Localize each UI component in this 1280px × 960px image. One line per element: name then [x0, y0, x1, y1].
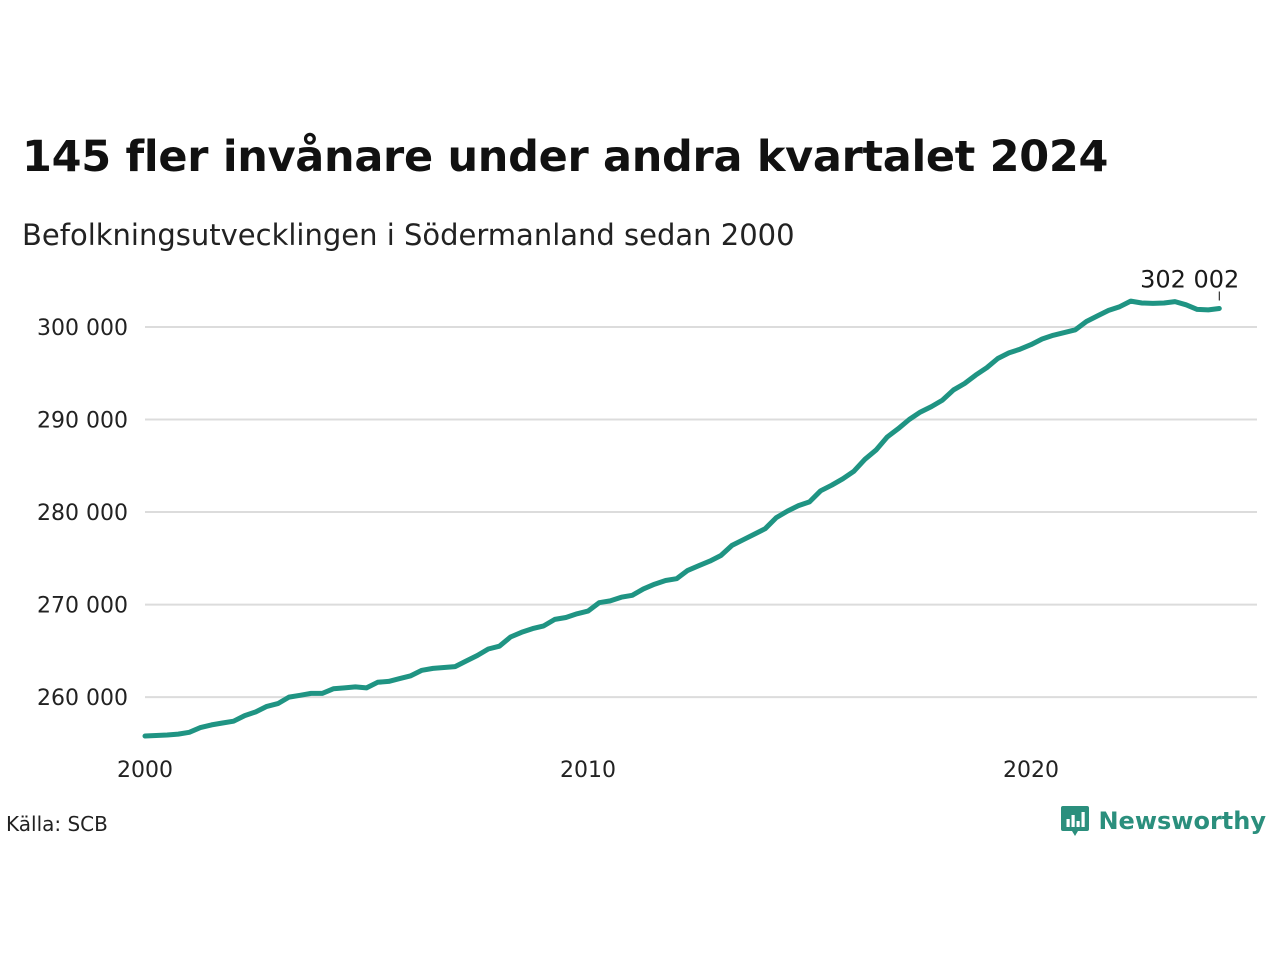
y-axis-labels: 260 000 270 000 280 000 290 000 300 000 — [37, 316, 128, 711]
brand-logo[interactable]: Newsworthy — [1060, 804, 1266, 838]
x-tick-label: 2020 — [1003, 758, 1059, 783]
end-annotation: 302 002 — [1140, 265, 1239, 301]
source-note: Källa: SCB — [6, 812, 108, 836]
y-tick-label: 260 000 — [37, 686, 128, 711]
chart-subtitle: Befolkningsutvecklingen i Södermanland s… — [22, 218, 795, 252]
series-layer — [142, 298, 1222, 739]
y-tick-label: 280 000 — [37, 501, 128, 526]
y-tick-label: 290 000 — [37, 409, 128, 434]
brand-name: Newsworthy — [1098, 807, 1266, 835]
newsworthy-icon — [1061, 806, 1090, 836]
x-tick-label: 2000 — [117, 758, 173, 783]
y-tick-label: 300 000 — [37, 316, 128, 341]
x-axis-labels: 2000 2010 2020 — [117, 758, 1059, 783]
end-value-label: 302 002 — [1140, 265, 1239, 293]
series-line — [142, 298, 1222, 739]
line-chart: 260 000 270 000 280 000 290 000 300 000 2000… — [37, 265, 1257, 783]
y-tick-label: 270 000 — [37, 594, 128, 619]
chart-title: 145 fler invånare under andra kvartalet … — [22, 132, 1109, 182]
x-tick-label: 2010 — [560, 758, 616, 783]
grid-lines — [145, 326, 1257, 699]
